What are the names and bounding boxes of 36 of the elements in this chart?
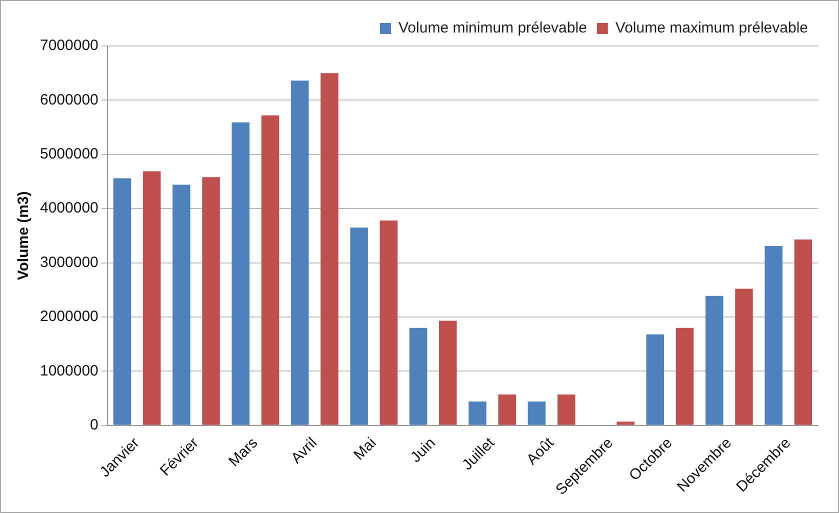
bar [113, 178, 132, 425]
bar [528, 402, 546, 425]
bar [409, 328, 428, 425]
bar [557, 394, 576, 425]
bar [764, 246, 782, 425]
bar [468, 402, 486, 425]
y-tick-label: 4000000 [40, 200, 98, 217]
bar [439, 320, 457, 425]
bar [142, 171, 161, 425]
bar [261, 115, 280, 425]
y-tick-label: 7000000 [40, 37, 98, 54]
bar [705, 296, 724, 425]
bar [202, 177, 220, 425]
bar [616, 422, 634, 425]
bar [498, 394, 516, 425]
y-axis-title: Volume (m3) [15, 191, 32, 280]
bar [646, 334, 664, 425]
x-tick-label: Mai [350, 434, 380, 464]
y-tick-label: 3000000 [40, 254, 98, 271]
legend-label: Volume maximum prélevable [615, 20, 808, 37]
y-tick-label: 0 [90, 416, 98, 434]
bar [232, 122, 250, 425]
y-tick-label: 6000000 [40, 91, 98, 108]
bar [794, 239, 812, 425]
bar [172, 184, 190, 425]
bar [290, 80, 309, 425]
bar [380, 220, 398, 425]
y-tick-label: 5000000 [40, 146, 98, 163]
bar [320, 73, 338, 425]
bar [735, 288, 753, 425]
y-tick-label: 1000000 [40, 362, 98, 380]
bar [350, 228, 368, 425]
legend-label: Volume minimum prélevable [398, 20, 587, 37]
y-tick-label: 2000000 [40, 308, 98, 326]
x-tick-label: Juin [407, 434, 439, 466]
bar [676, 328, 694, 425]
